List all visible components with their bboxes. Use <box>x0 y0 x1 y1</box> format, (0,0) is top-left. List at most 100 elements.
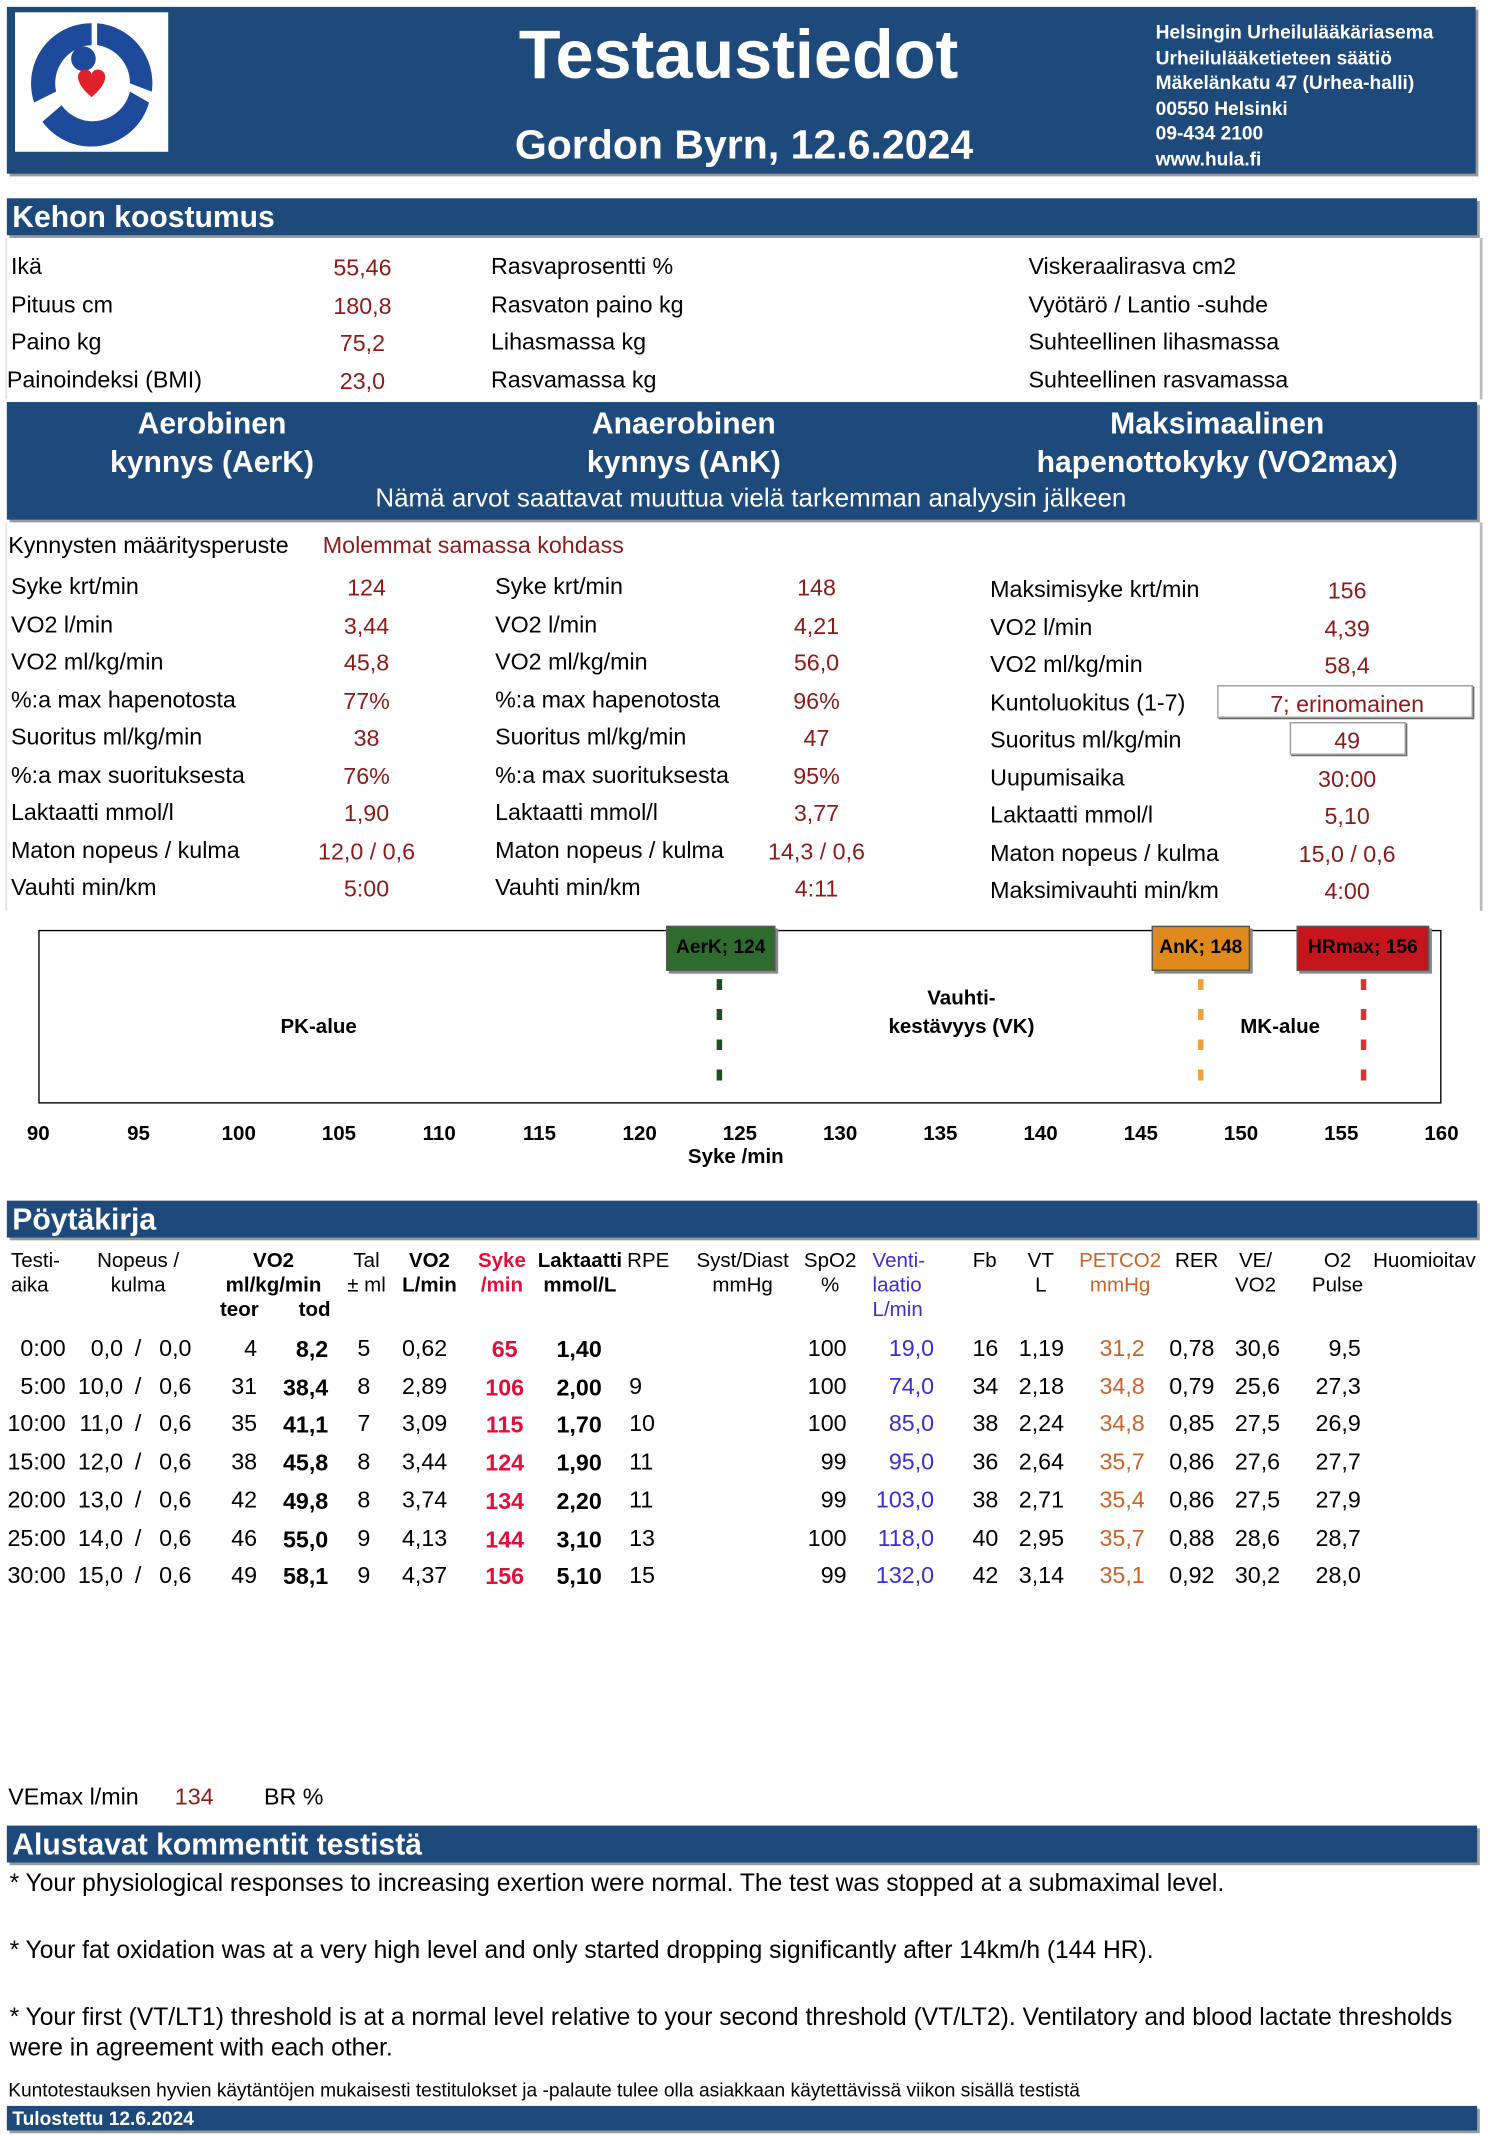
column-header: RER <box>1175 1249 1219 1273</box>
table-cell: 19,0 <box>888 1335 935 1362</box>
column-header: VE/ <box>1238 1249 1273 1273</box>
field-label: Maton nopeus / kulma <box>10 836 240 863</box>
table-cell: 0,62 <box>401 1335 448 1362</box>
table-cell: 38 <box>972 1486 999 1513</box>
table-cell: 25:00 <box>7 1524 66 1551</box>
table-cell: 11,0 <box>79 1411 124 1438</box>
zone-label: PK-alue <box>280 1015 357 1039</box>
field-label: %:a max hapenotosta <box>495 686 721 713</box>
threshold-heading: Maksimaalinen <box>1110 406 1325 441</box>
table-cell: 28,7 <box>1315 1524 1361 1551</box>
field-value: 45,8 <box>343 650 390 677</box>
table-cell: 38 <box>972 1411 999 1438</box>
field-label: Suoritus ml/kg/min <box>10 724 203 751</box>
table-separator: / <box>134 1335 142 1362</box>
subtitle: Gordon Byrn, 12.6.2024 <box>514 123 974 169</box>
zone-tick: 90 <box>26 1122 50 1146</box>
field-label: Suhteellinen lihasmassa <box>1028 328 1280 355</box>
table-cell: 134 <box>485 1488 525 1515</box>
field-label: Laktaatti mmol/l <box>990 802 1153 829</box>
column-header: L/min <box>402 1273 457 1298</box>
marker-line <box>1198 979 1204 1094</box>
column-header: Huomioitav <box>1373 1249 1476 1273</box>
field-label: VO2 l/min <box>495 611 598 638</box>
table-cell: 49,8 <box>282 1488 329 1515</box>
field-label: %:a max suorituksesta <box>495 761 729 788</box>
table-cell: 27,3 <box>1315 1373 1361 1400</box>
column-header: laatio <box>872 1273 922 1298</box>
zone-label: MK-alue <box>1240 1015 1321 1039</box>
table-cell: 2,00 <box>556 1374 602 1401</box>
marker-box <box>1151 925 1251 971</box>
field-label: Laktaatti mmol/l <box>495 799 658 826</box>
table-cell: 3,10 <box>556 1526 602 1553</box>
field-value: 7; erinomainen <box>1270 690 1425 717</box>
table-cell: 103,0 <box>875 1486 935 1513</box>
field-label: Uupumisaika <box>990 764 1125 791</box>
table-cell: 144 <box>485 1526 525 1553</box>
table-cell: 1,90 <box>556 1450 602 1477</box>
column-header: aika <box>10 1273 49 1298</box>
table-cell: 2,18 <box>1018 1373 1065 1400</box>
table-cell: 8 <box>357 1448 371 1475</box>
table-cell: 95,0 <box>888 1448 935 1475</box>
field-value: 56,0 <box>793 650 840 677</box>
table-cell: 4 <box>244 1335 258 1362</box>
table-cell: 34,8 <box>1099 1373 1145 1400</box>
printed-date: Tulostettu 12.6.2024 <box>12 2107 194 2130</box>
field-value: 5:00 <box>343 875 390 902</box>
field-label: %:a max suorituksesta <box>10 761 245 788</box>
table-cell: 65 <box>491 1336 518 1363</box>
table-cell: 45,8 <box>282 1450 329 1477</box>
basis-label: Kynnysten määritysperuste <box>8 532 289 559</box>
table-cell: 31,2 <box>1099 1335 1145 1362</box>
table-cell: 11 <box>629 1486 654 1513</box>
column-header: PETCO2 <box>1079 1249 1162 1273</box>
table-cell: 9,5 <box>1328 1335 1361 1362</box>
field-label: VO2 ml/kg/min <box>10 648 164 675</box>
column-header: L/min <box>872 1298 923 1322</box>
field-value: 148 <box>797 575 836 602</box>
table-cell: 9 <box>357 1562 371 1589</box>
column-header: VO2 <box>408 1249 450 1273</box>
vemax-label: VEmax l/min <box>8 1783 139 1810</box>
table-cell: 10,0 <box>77 1373 124 1400</box>
table-cell: 30,6 <box>1234 1335 1281 1362</box>
table-cell: 2,24 <box>1018 1411 1065 1438</box>
table-cell: 2,64 <box>1018 1448 1065 1475</box>
field-value: 55,46 <box>333 255 392 282</box>
value-box <box>1289 722 1406 755</box>
table-cell: 15:00 <box>7 1448 66 1475</box>
table-cell: 42 <box>972 1562 999 1589</box>
field-label: Suoritus ml/kg/min <box>990 726 1182 753</box>
marker-label: HRmax; 156 <box>1308 935 1418 958</box>
column-header: ± ml <box>347 1273 386 1298</box>
table-cell: 8 <box>357 1486 371 1513</box>
table-cell: 1,40 <box>556 1336 602 1363</box>
field-value: 5,10 <box>1324 803 1370 830</box>
section-bar: Kehon koostumus <box>6 198 1478 236</box>
column-header: Nopeus / <box>97 1249 180 1273</box>
column-header: Syst/Diast <box>696 1249 789 1273</box>
table-cell: 34,8 <box>1099 1411 1145 1438</box>
threshold-heading: kynnys (AerK) <box>109 444 314 479</box>
zone-tick: 150 <box>1223 1122 1259 1146</box>
threshold-heading: kynnys (AnK) <box>586 444 781 479</box>
field-label: %:a max hapenotosta <box>10 686 236 713</box>
column-header: VO2 <box>253 1249 295 1273</box>
table-cell: 36 <box>972 1448 999 1475</box>
table-separator: / <box>134 1562 142 1589</box>
br-label: BR % <box>263 1783 324 1810</box>
table-separator: / <box>134 1373 142 1400</box>
table-cell: 25,6 <box>1234 1373 1281 1400</box>
field-label: Viskeraalirasva cm2 <box>1028 253 1237 280</box>
table-cell: 0,85 <box>1169 1411 1215 1438</box>
field-label: Suoritus ml/kg/min <box>495 724 687 751</box>
column-header: Syke <box>477 1249 526 1273</box>
zone-tick: 110 <box>422 1122 456 1146</box>
title: Testaustiedot <box>518 16 959 93</box>
zone-tick: 120 <box>622 1122 657 1146</box>
field-label: Vauhti min/km <box>10 874 157 901</box>
table-cell: 58,1 <box>282 1563 329 1590</box>
field-value: 75,2 <box>339 330 386 357</box>
